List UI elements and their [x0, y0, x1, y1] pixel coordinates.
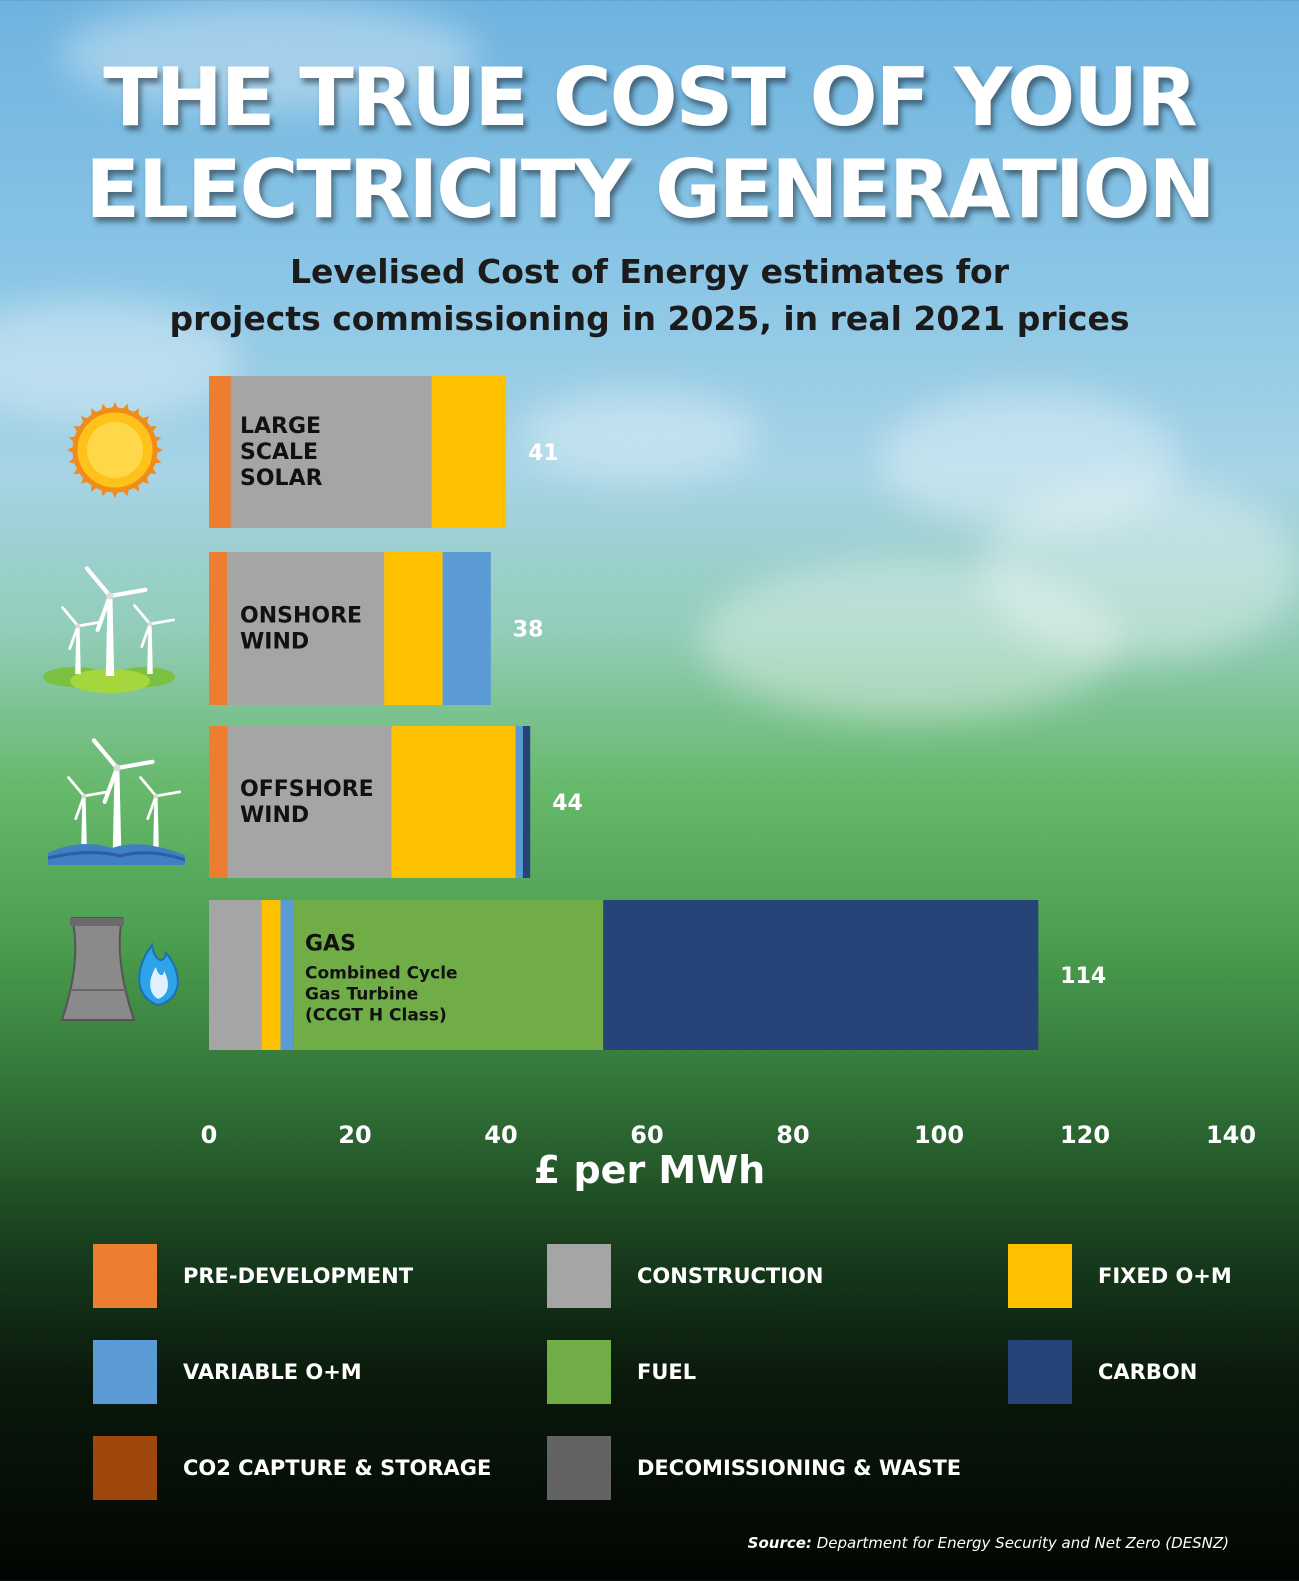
bar-label-offshore: OFFSHORE	[240, 777, 374, 802]
turbine-blade	[154, 790, 182, 798]
bar-segment-solar-pre-development	[209, 376, 231, 528]
turbine-blade	[95, 593, 113, 632]
x-tick-label: 40	[484, 1121, 517, 1149]
cloud-decoration	[520, 390, 760, 480]
turbine-tower	[105, 596, 115, 676]
bar-segment-gas-fuel	[293, 900, 604, 1050]
turbine-tower	[112, 768, 122, 848]
cloud-decoration	[0, 300, 240, 420]
turbine-blade	[74, 794, 86, 820]
cloud-decoration	[60, 0, 480, 110]
turbine-hub	[81, 793, 87, 799]
turbine-blade	[133, 604, 152, 626]
bar-label-solar: SOLAR	[240, 466, 323, 491]
title-line: ELECTRICITY GENERATION	[85, 143, 1215, 236]
bar-sublabel-gas: Combined Cycle	[305, 964, 458, 984]
bar-segment-gas-construction	[209, 900, 262, 1050]
turbine-blade	[68, 624, 80, 650]
subtitle-line: Levelised Cost of Energy estimates for	[289, 252, 1010, 291]
cloud-decoration	[980, 480, 1299, 660]
bar-label-onshore: ONSHORE	[240, 604, 362, 629]
cloud-decoration	[700, 560, 1120, 720]
sun-icon	[67, 402, 163, 498]
turbine-blade	[76, 620, 104, 628]
turbine-blade	[148, 618, 176, 626]
x-tick-label: 120	[1060, 1121, 1110, 1149]
x-tick-label: 20	[338, 1121, 371, 1149]
bar-segment-offshore-construction	[227, 726, 392, 878]
turbine-blade	[107, 587, 148, 599]
bar-segment-offshore-variable-o-m	[515, 726, 523, 878]
x-tick-label: 100	[914, 1121, 964, 1149]
bar-segment-onshore-fixed-o-m	[384, 552, 443, 705]
turbine-blade	[102, 765, 120, 804]
turbine-hub	[153, 793, 159, 799]
bar-segment-offshore-pre-development	[209, 726, 228, 878]
x-axis-ticks: 0 20 40 60 80 100 120 140	[201, 1121, 1256, 1149]
bar-segment-gas-variable-o-m	[280, 900, 294, 1050]
onshore-wind-turbine-icon	[43, 566, 176, 693]
turbine-tower	[81, 796, 87, 848]
bar-segment-onshore-pre-development	[209, 552, 228, 705]
turbine-blade	[140, 622, 152, 648]
bar-segment-solar-construction	[230, 376, 432, 528]
bar-segment-onshore-construction	[227, 552, 385, 705]
title-line: THE TRUE COST OF YOUR	[103, 51, 1198, 144]
bar-segment-onshore-variable-o-m	[442, 552, 491, 705]
x-tick-label: 80	[776, 1121, 809, 1149]
bar-total-label-onshore: 38	[513, 618, 544, 643]
turbine-tower	[75, 626, 81, 674]
subtitle-line: projects commissioning in 2025, in real …	[169, 299, 1130, 338]
bar-sublabel-gas: Gas Turbine	[305, 985, 418, 1005]
page-title: THE TRUE COST OF YOUR ELECTRICITY GENERA…	[0, 52, 1299, 236]
turbine-tower	[153, 796, 159, 848]
bar-segment-offshore-carbon	[522, 726, 531, 878]
source-note: Source: Department for Energy Security a…	[748, 1534, 1229, 1552]
turbine-hub	[75, 623, 81, 629]
chart-subtitle: Levelised Cost of Energy estimates for p…	[0, 248, 1299, 342]
turbine-blade	[82, 790, 110, 798]
gas-flame-icon	[138, 942, 179, 1007]
source-text: Department for Energy Security and Net Z…	[816, 1534, 1229, 1552]
bar-segment-gas-fixed-o-m	[261, 900, 281, 1050]
bar-segment-offshore-fixed-o-m	[391, 726, 516, 878]
source-prefix: Source:	[747, 1534, 812, 1552]
turbine-blade	[114, 759, 155, 771]
bar-label-gas: GAS	[305, 932, 356, 957]
turbine-tower	[147, 624, 153, 674]
offshore-wind-turbine-icon	[47, 738, 186, 865]
bar-label-onshore: WIND	[240, 630, 309, 655]
bar-label-offshore: WIND	[240, 803, 309, 828]
bar-total-label-offshore: 44	[552, 791, 583, 816]
x-tick-label: 0	[201, 1121, 218, 1149]
turbine-blade	[139, 776, 158, 798]
turbine-blade	[91, 738, 120, 771]
turbine-blade	[146, 794, 158, 820]
gas-power-plant-icon	[60, 917, 136, 1021]
turbine-hub	[106, 592, 114, 600]
bar-label-solar: SCALE	[240, 440, 318, 465]
x-tick-label: 60	[630, 1121, 663, 1149]
x-tick-label: 140	[1206, 1121, 1256, 1149]
bar-total-label-solar: 41	[528, 441, 559, 466]
bar-label-solar: LARGE	[240, 414, 321, 439]
cloud-decoration	[880, 390, 1180, 530]
turbine-hub	[147, 621, 153, 627]
bar-segment-gas-carbon	[603, 900, 1039, 1050]
x-axis-label: £ per MWh	[533, 1148, 766, 1192]
bar-sublabel-gas: (CCGT H Class)	[305, 1006, 447, 1026]
turbine-blade	[61, 606, 80, 628]
turbine-blade	[67, 776, 86, 798]
bar-segment-solar-fixed-o-m	[431, 376, 507, 528]
turbine-hub	[113, 764, 121, 772]
bar-total-label-gas: 114	[1060, 964, 1106, 989]
turbine-blade	[84, 566, 113, 599]
